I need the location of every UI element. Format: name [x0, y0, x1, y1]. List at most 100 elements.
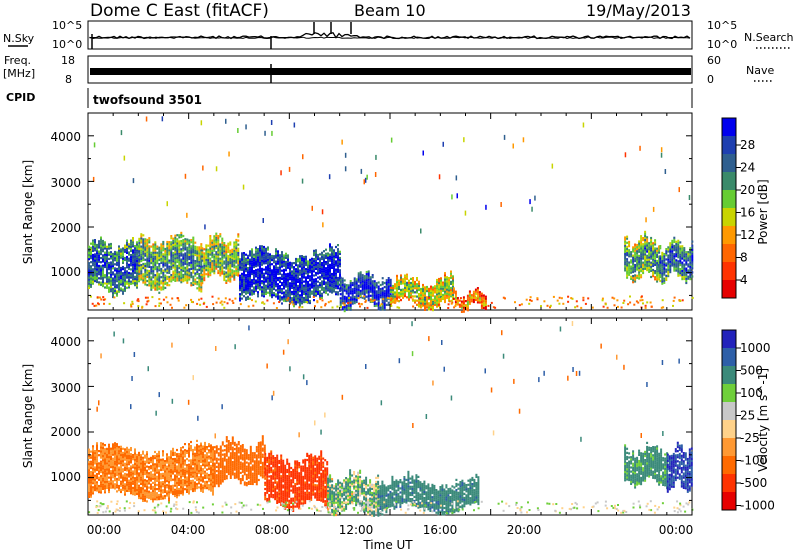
heatmap-cell	[650, 249, 653, 252]
heatmap-cell	[98, 468, 100, 471]
heatmap-cell	[229, 264, 232, 267]
heatmap-cell	[253, 278, 255, 281]
heatmap-cell	[190, 301, 193, 303]
heatmap-cell	[130, 245, 132, 248]
heatmap-cell	[624, 238, 627, 241]
heatmap-cell	[345, 288, 348, 291]
heatmap-cell	[138, 478, 140, 481]
heatmap-cell	[104, 286, 106, 289]
heatmap-cell	[365, 270, 368, 274]
heatmap-cell	[182, 265, 185, 268]
heatmap-cell	[448, 295, 450, 298]
heatmap-cell	[632, 248, 635, 251]
heatmap-cell	[480, 300, 483, 303]
heatmap-cell	[285, 293, 287, 296]
heatmap-cell	[164, 264, 167, 267]
heatmap-cell	[98, 254, 100, 257]
heatmap-cell	[271, 287, 273, 290]
heatmap-cell	[314, 305, 316, 308]
heatmap-cell	[474, 290, 477, 293]
heatmap-cell	[303, 276, 305, 279]
heatmap-cell	[215, 244, 218, 248]
heatmap-cell	[283, 297, 285, 300]
heatmap-cell	[88, 450, 90, 453]
heatmap-cell	[144, 262, 147, 265]
heatmap-cell	[142, 250, 145, 253]
heatmap-cell	[221, 264, 224, 267]
heatmap-cell	[124, 269, 126, 272]
heatmap-cell	[679, 255, 682, 258]
heatmap-cell	[233, 274, 236, 277]
heatmap-cell	[484, 300, 487, 303]
heatmap-cell	[480, 306, 483, 310]
heatmap-cell	[98, 240, 100, 243]
heatmap-cell	[430, 293, 432, 296]
heatmap-cell	[349, 292, 352, 295]
heatmap-cell	[150, 278, 153, 281]
heatmap-cell	[162, 286, 165, 289]
heatmap-cell	[634, 251, 637, 254]
heatmap-cell	[251, 283, 253, 286]
heatmap-cell	[122, 447, 124, 450]
heatmap-cell	[654, 243, 657, 246]
heatmap-cell	[237, 255, 240, 259]
heatmap-cell	[118, 249, 120, 252]
heatmap-cell	[183, 306, 186, 309]
heatmap-cell	[689, 275, 692, 279]
heatmap-cell	[661, 272, 664, 275]
heatmap-cell	[102, 448, 104, 451]
heatmap-cell	[108, 456, 110, 459]
heatmap-cell	[436, 280, 438, 284]
heatmap-cell	[468, 298, 471, 301]
heatmap-cell	[106, 468, 108, 471]
heatmap-cell	[140, 270, 143, 273]
heatmap-cell	[665, 270, 668, 273]
heatmap-cell	[283, 262, 285, 265]
heatmap-cell	[249, 279, 251, 282]
power-y-tick: 1000	[50, 265, 81, 279]
heatmap-cell	[140, 462, 142, 465]
heatmap-cell	[333, 259, 335, 262]
heatmap-cell	[303, 255, 305, 259]
heatmap-cell	[359, 271, 362, 274]
heatmap-cell	[363, 295, 366, 298]
heatmap-cell	[681, 275, 684, 279]
heatmap-cell	[201, 280, 204, 283]
heatmap-cell	[134, 255, 136, 258]
heatmap-cell	[130, 469, 132, 472]
heatmap-cell	[124, 458, 126, 461]
heatmap-cell	[110, 279, 112, 283]
heatmap-cell	[315, 278, 317, 281]
heatmap-cell	[255, 269, 257, 272]
heatmap-cell	[156, 463, 158, 466]
heatmap-cell	[325, 256, 327, 259]
heatmap-cell	[150, 280, 153, 283]
heatmap-cell	[267, 266, 269, 270]
heatmap-cell	[392, 299, 394, 302]
heatmap-cell	[138, 252, 141, 255]
heatmap-cell	[626, 260, 629, 263]
heatmap-cell	[160, 272, 163, 275]
heatmap-cell	[424, 292, 426, 295]
heatmap-cell	[114, 279, 116, 282]
heatmap-cell	[128, 454, 130, 458]
heatmap-cell	[652, 244, 655, 247]
heatmap-cell	[192, 238, 195, 241]
heatmap-cell	[118, 266, 120, 269]
heatmap-cell	[371, 298, 374, 301]
heatmap-cell	[255, 258, 257, 262]
heatmap-cell	[255, 275, 257, 278]
heatmap-cell	[448, 279, 450, 282]
heatmap-cell	[456, 297, 459, 300]
heatmap-cell	[106, 264, 108, 267]
heatmap-cell	[180, 240, 183, 243]
heatmap-cell	[130, 471, 132, 474]
heatmap-cell	[650, 253, 653, 256]
heatmap-cell	[255, 265, 257, 268]
heatmap-cell	[96, 266, 98, 269]
heatmap-cell	[231, 269, 234, 272]
heatmap-cell	[624, 242, 627, 245]
heatmap-cell	[648, 270, 651, 273]
heatmap-cell	[502, 296, 505, 299]
